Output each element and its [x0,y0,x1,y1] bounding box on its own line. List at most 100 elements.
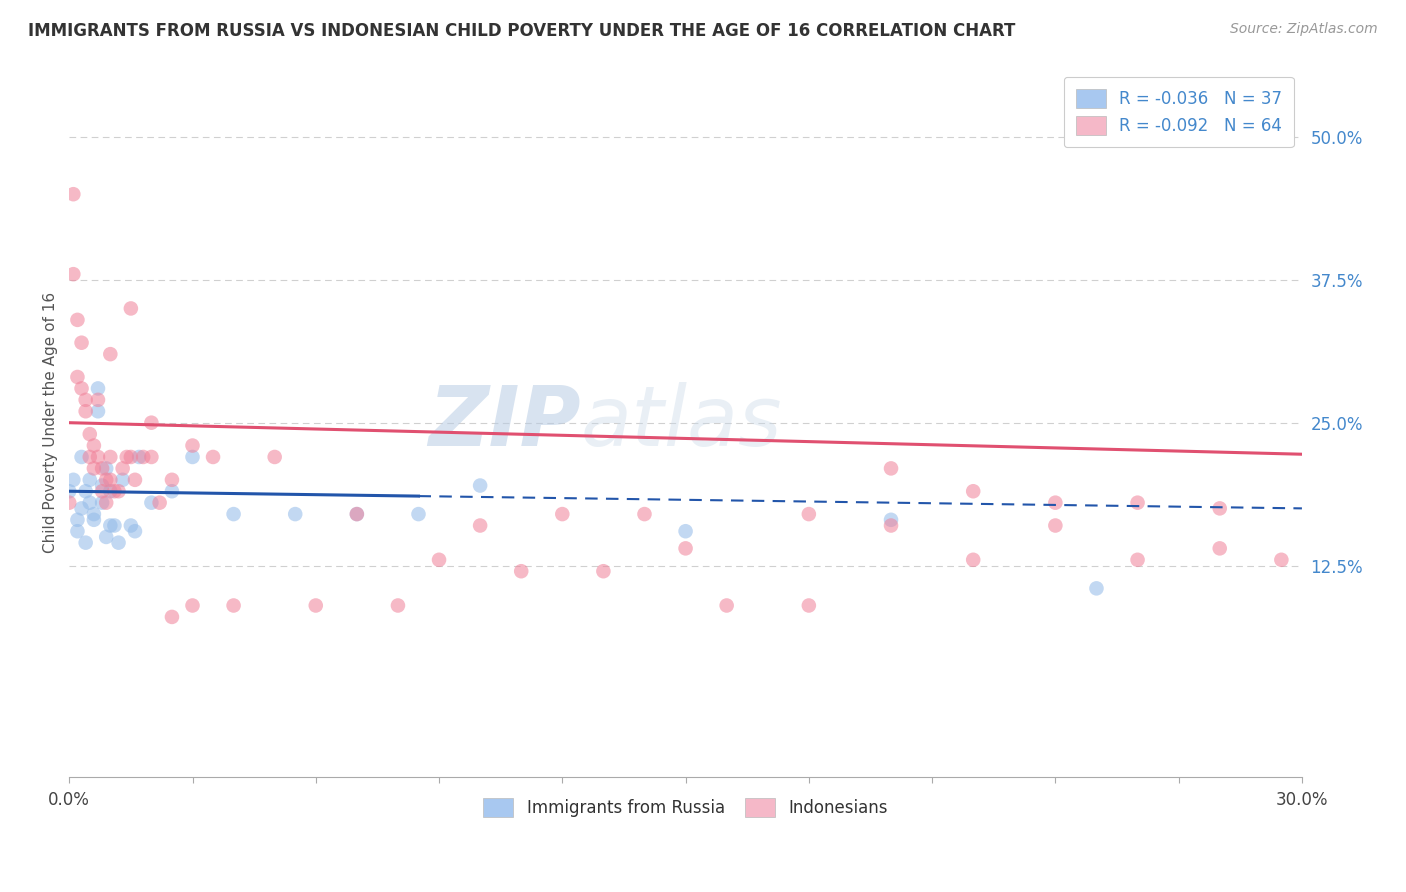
Point [128,450,150,464]
Point [103,484,125,499]
Point [70,381,93,395]
Text: atlas: atlas [581,382,782,463]
Point [87,404,110,418]
Point [107,535,129,549]
Point [96,496,118,510]
Point [96,530,118,544]
Point [111,473,134,487]
Point [1085,582,1108,596]
Point [91,478,114,492]
Point [96,461,118,475]
Point [222,507,245,521]
Point [1045,496,1067,510]
Point [79,427,101,442]
Point [75,404,97,418]
Legend: Immigrants from Russia, Indonesians: Immigrants from Russia, Indonesians [475,789,896,825]
Point [160,484,183,499]
Point [797,507,820,521]
Point [346,507,368,521]
Point [66,313,89,327]
Point [222,599,245,613]
Point [98,484,121,499]
Point [675,524,697,539]
Point [70,450,93,464]
Point [1045,518,1067,533]
Point [284,507,307,521]
Point [98,450,121,464]
Point [675,541,697,556]
Point [120,518,142,533]
Point [880,518,903,533]
Point [427,553,450,567]
Point [880,461,903,475]
Point [124,473,146,487]
Point [141,416,163,430]
Point [160,473,183,487]
Point [62,473,84,487]
Point [1126,496,1149,510]
Point [132,450,155,464]
Point [160,610,183,624]
Point [103,518,125,533]
Point [716,599,738,613]
Point [62,267,84,281]
Point [87,381,110,395]
Point [79,496,101,510]
Point [58,484,80,499]
Point [115,450,138,464]
Point [263,450,285,464]
Point [962,553,984,567]
Point [87,392,110,407]
Point [468,518,491,533]
Point [551,507,574,521]
Point [62,187,84,202]
Point [181,438,204,452]
Point [91,496,114,510]
Point [79,473,101,487]
Point [58,496,80,510]
Point [70,335,93,350]
Point [111,461,134,475]
Point [124,524,146,539]
Point [98,473,121,487]
Point [1209,501,1232,516]
Point [75,484,97,499]
Point [98,347,121,361]
Point [83,513,105,527]
Point [141,450,163,464]
Point [1209,541,1232,556]
Point [83,507,105,521]
Point [141,496,163,510]
Text: Source: ZipAtlas.com: Source: ZipAtlas.com [1230,22,1378,37]
Point [98,518,121,533]
Text: IMMIGRANTS FROM RUSSIA VS INDONESIAN CHILD POVERTY UNDER THE AGE OF 16 CORRELATI: IMMIGRANTS FROM RUSSIA VS INDONESIAN CHI… [28,22,1015,40]
Point [592,564,614,578]
Point [880,513,903,527]
Point [70,501,93,516]
Point [120,450,142,464]
Point [346,507,368,521]
Point [96,473,118,487]
Point [962,484,984,499]
Y-axis label: Child Poverty Under the Age of 16: Child Poverty Under the Age of 16 [44,293,58,553]
Point [181,599,204,613]
Point [1126,553,1149,567]
Point [120,301,142,316]
Point [66,370,89,384]
Point [87,450,110,464]
Point [408,507,430,521]
Point [1270,553,1292,567]
Text: ZIP: ZIP [429,382,581,463]
Point [91,461,114,475]
Point [387,599,409,613]
Point [510,564,533,578]
Point [75,535,97,549]
Point [79,450,101,464]
Point [75,392,97,407]
Point [202,450,225,464]
Point [66,513,89,527]
Point [91,484,114,499]
Point [149,496,172,510]
Point [107,484,129,499]
Point [181,450,204,464]
